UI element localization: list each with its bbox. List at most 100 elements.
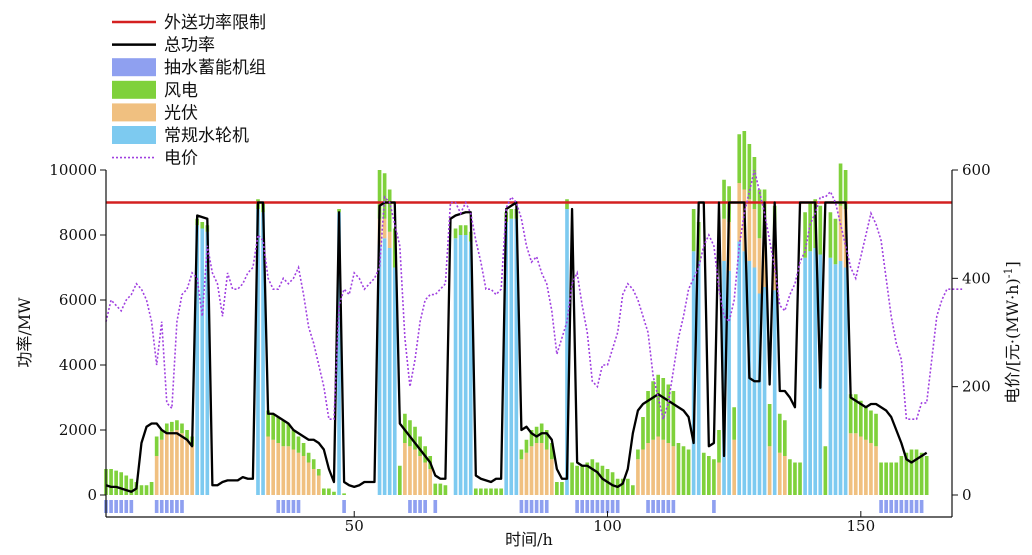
bar-wind [788, 459, 792, 495]
bar-wind [139, 485, 144, 495]
x-tick-label: 100 [593, 517, 622, 535]
bar-wind [291, 430, 296, 450]
bar-wind [484, 488, 488, 495]
bar-solar [848, 433, 853, 495]
bar-pumped-storage [879, 500, 883, 513]
bar-pumped-storage [286, 500, 291, 513]
bar-wind [322, 488, 326, 495]
bar-pumped-storage [109, 500, 113, 513]
bar-hydro [377, 244, 382, 495]
bar-wind [904, 452, 909, 495]
bar-wind [833, 218, 838, 265]
bar-wind [757, 189, 762, 239]
bar-hydro [722, 261, 726, 495]
bar-solar [316, 475, 321, 495]
bar-solar [423, 462, 427, 495]
bar-pumped-storage [914, 500, 919, 513]
axes-layer: 0 2000 4000 6000 8000 10000 0 200 400 600 50 100 150… [15, 161, 1022, 549]
bar-wind [742, 131, 747, 190]
x-tick-label: 50 [345, 517, 364, 535]
bar-wind [869, 410, 873, 443]
bar-wind [909, 449, 914, 495]
bar-wind [858, 400, 863, 437]
bar-hydro [843, 267, 848, 495]
bar-pumped-storage [291, 500, 296, 513]
bar-wind [894, 462, 899, 495]
bar-solar [164, 433, 169, 495]
bar-pumped-storage [615, 500, 620, 513]
bar-solar [641, 449, 645, 495]
bar-pumped-storage [114, 500, 118, 513]
bar-wind [311, 459, 316, 469]
bar-solar [752, 209, 757, 268]
bar-wind [266, 410, 270, 437]
bar-wind [494, 488, 498, 495]
bar-pumped-storage [175, 500, 179, 513]
bar-wind [509, 209, 514, 219]
bar-pumped-storage [281, 500, 286, 513]
bar-wind [154, 436, 159, 456]
bar-solar [783, 456, 787, 495]
bar-wind [408, 420, 412, 447]
bar-solar [175, 430, 179, 495]
bar-wind [180, 423, 184, 434]
bar-hydro [757, 293, 762, 495]
bar-solar [737, 183, 742, 242]
bar-wind [499, 488, 503, 495]
bar-wind [534, 426, 539, 443]
y-axis-right-title: 电价/[元·(MW·h)-1] [1002, 261, 1023, 403]
bar-wind [707, 456, 711, 495]
line-layer [105, 169, 963, 493]
bar-pumped-storage [170, 500, 174, 513]
bar-wind [737, 134, 742, 183]
legend-label: 常规水轮机 [164, 126, 249, 146]
bar-wind [585, 462, 590, 495]
bar-wind [129, 478, 134, 495]
bar-wind [549, 443, 554, 460]
bar-solar [382, 218, 387, 239]
bar-wind [712, 459, 716, 495]
bar-hydro [833, 264, 838, 495]
bar-pumped-storage [408, 500, 412, 513]
bar-solar [418, 456, 422, 495]
legend-swatch [112, 126, 156, 144]
bar-solar [428, 469, 433, 495]
bar-solar [853, 433, 858, 495]
bar-solar [671, 446, 676, 495]
bar-wind [767, 404, 772, 447]
bar-solar [544, 449, 549, 495]
bar-wind [879, 462, 883, 495]
bar-pumped-storage [154, 500, 159, 513]
bar-wind [433, 483, 438, 496]
bar-solar [656, 436, 661, 495]
bar-wind [636, 449, 640, 460]
bar-hydro [808, 251, 812, 495]
bar-pumped-storage [909, 500, 914, 513]
bar-wind [575, 465, 579, 495]
legend-label: 总功率 [164, 36, 215, 56]
y-left-tick-label: 4000 [59, 356, 97, 374]
bar-solar [413, 449, 417, 495]
bar-wind [149, 482, 154, 495]
bar-hydro [200, 228, 205, 495]
bar-wind [438, 483, 443, 496]
bar-hydro [205, 231, 210, 495]
legend-swatch [112, 80, 156, 99]
bar-pumped-storage [666, 500, 671, 513]
bar-wind [884, 462, 888, 495]
bar-wind [398, 465, 402, 495]
bar-solar [301, 456, 306, 495]
y-right-tick-label: 600 [962, 161, 991, 179]
bar-pumped-storage [590, 500, 595, 513]
bar-hydro [382, 238, 387, 495]
bar-pumped-storage [296, 500, 301, 513]
bar-wind [387, 189, 392, 232]
bar-wind [818, 205, 823, 255]
bar-hydro [727, 270, 731, 495]
bar-pumped-storage [544, 500, 549, 513]
bar-wind [529, 430, 534, 447]
bar-wind [808, 202, 812, 252]
bar-solar [666, 443, 671, 495]
